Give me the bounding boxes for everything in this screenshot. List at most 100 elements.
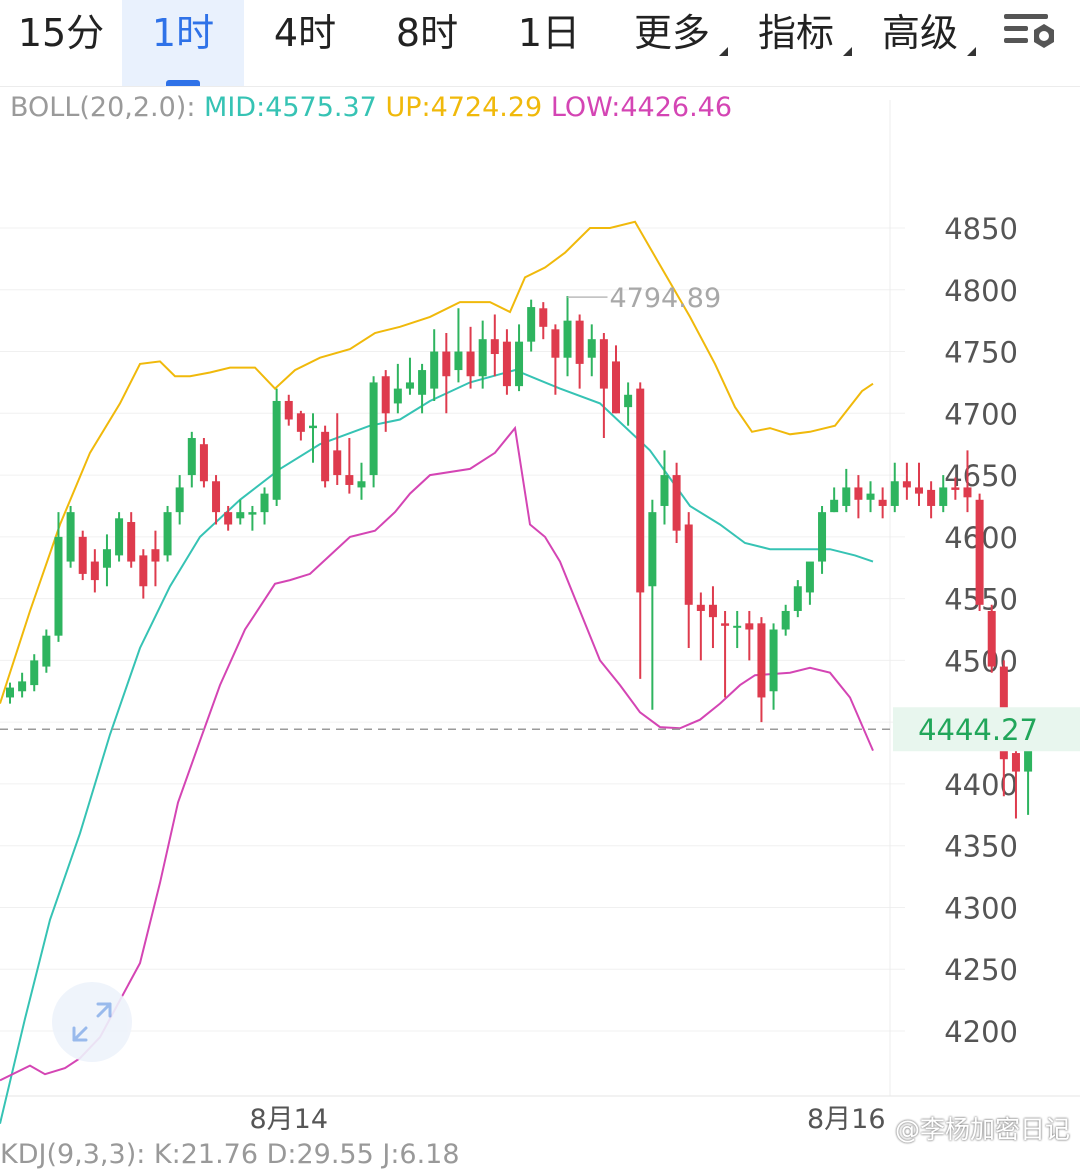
candle-body [478,339,487,377]
y-tick-label: 4350 [944,830,1018,864]
candle-body [236,512,245,519]
candle-body [951,487,960,490]
candle-body [187,438,196,476]
candle-body [139,555,148,587]
candle-body [260,493,269,513]
y-tick-label: 4300 [944,891,1018,925]
candle-body [454,351,463,371]
tab-0[interactable]: 15分 [0,0,122,86]
tab-label: 8时 [395,11,459,55]
y-tick-label: 4200 [944,1015,1018,1049]
candle-body [175,487,184,513]
candle-body [248,512,257,515]
tab-7[interactable]: 高级 [858,0,982,86]
candle-body [115,518,124,556]
boll-mid-label: MID: [204,92,266,123]
candle-body [284,400,293,420]
candle-body [430,351,439,389]
tab-5[interactable]: 更多 [610,0,734,86]
candle-body [369,382,378,476]
boll-name: BOLL(20,2.0): [10,92,196,123]
candle-body [66,512,75,562]
candle-body [939,487,948,506]
candle-body [466,351,475,377]
boll-low-value: 4426.46 [620,92,733,123]
candle-body [199,444,208,482]
candle-body [648,512,657,587]
candle-body [805,561,814,593]
candle-body [963,487,972,498]
timeframe-tabs: 15分 1时 4时 8时 1日 更多 指标 高级 [0,0,1080,86]
kdj-indicator-line: KDJ(9,3,3): K:21.76 D:29.55 J:6.18 [0,1140,460,1170]
candle-body [660,475,669,506]
x-tick-label: 8月14 [249,1104,328,1135]
candle-body [915,487,923,494]
candle-body [624,394,633,408]
expand-chart-button[interactable] [52,982,132,1062]
tab-3[interactable]: 8时 [366,0,488,86]
candle-body [672,475,681,531]
candle-body [6,687,14,698]
candle-body [830,499,839,513]
candle-body [587,339,596,358]
expand-arrows-icon [72,1002,112,1042]
candle-body [1011,753,1020,772]
candle-body [151,549,160,562]
candle-body [515,341,524,387]
candle-body [721,623,730,626]
candle-body [527,307,536,342]
candle-body [866,493,875,500]
tab-1[interactable]: 1时 [122,0,244,86]
candle-body [575,320,584,364]
candle-body [42,635,51,667]
x-tick-label: 8月16 [807,1104,886,1135]
candle-body [975,499,984,605]
candle-body [733,625,742,628]
candle-body [793,586,802,611]
tab-label: 4时 [273,11,337,55]
candle-body [30,660,39,686]
candle-body [490,339,499,355]
candle-body [212,481,221,513]
candle-body [927,489,936,506]
chart-settings-icon[interactable] [1000,6,1060,56]
candle-body [418,370,427,395]
watermark: @李杨加密日记 [894,1115,1070,1144]
y-tick-label: 4250 [944,953,1018,987]
y-tick-label: 4400 [944,768,1018,802]
candle-body [296,413,305,432]
candle-body [1024,734,1033,772]
tab-4[interactable]: 1日 [488,0,610,86]
candle-body [781,610,790,630]
dropdown-corner-icon [843,47,852,56]
candle-body [345,475,354,485]
y-tick-label: 4700 [944,397,1018,431]
candle-body [818,512,827,562]
boll-up-line [0,220,874,704]
dropdown-corner-icon [967,47,976,56]
candle-body [321,431,330,482]
candle-body [405,382,414,389]
candle-body [127,522,136,562]
y-tick-label: 4650 [944,459,1018,493]
candlestick-chart[interactable]: 4850480047504700465046004550450044004350… [0,86,1080,1140]
candle-body [102,549,111,568]
boll-mid-line [0,369,874,1124]
boll-low-label: LOW: [550,92,621,123]
candle-body [224,512,233,525]
active-tab-indicator [166,80,200,86]
tab-label: 1时 [151,11,215,55]
candle-body [272,400,281,500]
tab-label: 高级 [881,11,958,55]
tab-label: 指标 [757,11,834,55]
tab-6[interactable]: 指标 [734,0,858,86]
boll-indicator-line: BOLL(20,2.0): MID:4575.37 UP:4724.29 LOW… [10,88,732,128]
candle-body [539,308,548,327]
candle-body [745,623,754,630]
y-tick-label: 4850 [944,212,1018,246]
dropdown-corner-icon [719,47,728,56]
candle-body [612,361,620,414]
boll-low-line [0,425,874,1082]
tab-2[interactable]: 4时 [244,0,366,86]
current-price-tag [893,707,1080,752]
